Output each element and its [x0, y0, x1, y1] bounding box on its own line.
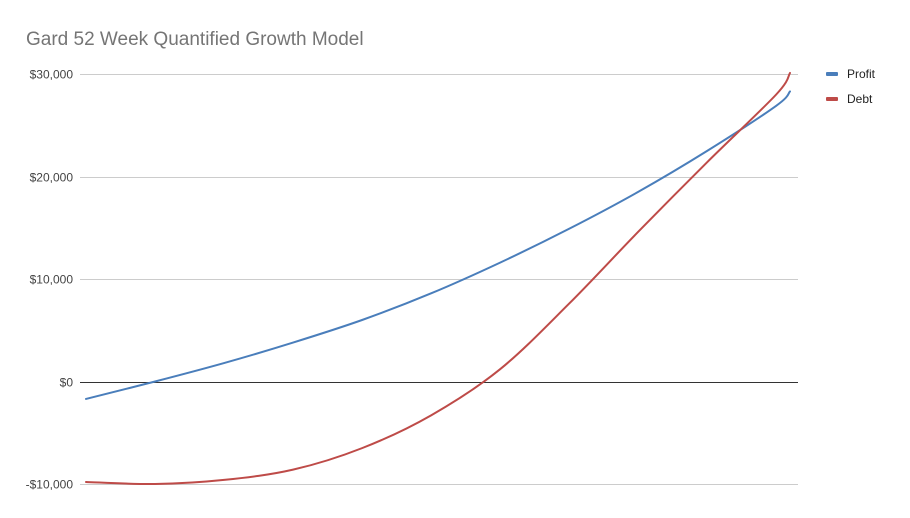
y-axis-ticks: -$10,000 $0 $10,000 $20,000 $30,000: [26, 68, 74, 492]
legend-label-debt: Debt: [847, 92, 873, 106]
y-tick-label: $30,000: [30, 68, 74, 82]
gridlines: [80, 74, 798, 485]
y-tick-label: $20,000: [30, 171, 74, 185]
series-line-debt: [85, 71, 791, 486]
legend-swatch-profit: [826, 72, 838, 76]
y-tick-label: $10,000: [30, 273, 74, 287]
legend-label-profit: Profit: [847, 67, 876, 81]
legend: Profit Debt: [826, 67, 876, 106]
y-tick-label: -$10,000: [26, 478, 74, 492]
y-tick-label: $0: [60, 376, 74, 390]
legend-swatch-debt: [826, 97, 838, 101]
chart-title: Gard 52 Week Quantified Growth Model: [26, 29, 364, 50]
series-lines: [85, 71, 791, 486]
series-line-profit: [85, 90, 791, 400]
